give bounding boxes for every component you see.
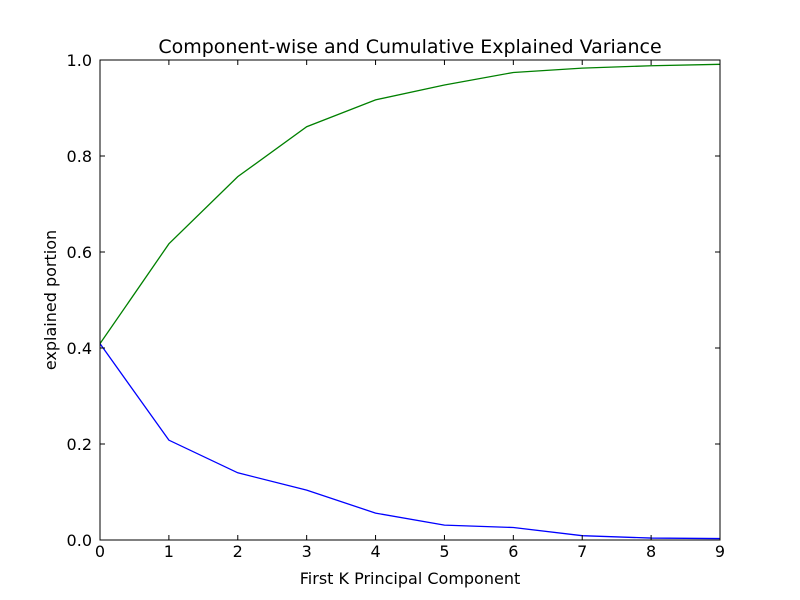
y-tick-label: 0.6 (67, 243, 92, 262)
x-tick-label: 9 (715, 542, 725, 561)
y-tick-label: 0.2 (67, 435, 92, 454)
x-tick-label: 0 (95, 542, 105, 561)
x-tick-label: 8 (646, 542, 656, 561)
x-tick-label: 2 (233, 542, 243, 561)
x-axis-label: First K Principal Component (300, 569, 521, 588)
y-tick-label: 0.8 (67, 147, 92, 166)
x-tick-label: 1 (164, 542, 174, 561)
series-line-2 (99, 63, 721, 345)
y-tick-label: 1.0 (67, 51, 92, 70)
x-tick-label: 4 (370, 542, 380, 561)
y-tick-label: 0.4 (67, 339, 92, 358)
y-axis-label: explained portion (41, 230, 60, 370)
x-tick-label: 7 (577, 542, 587, 561)
plot-frame (99, 59, 721, 541)
x-tick-label: 5 (439, 542, 449, 561)
series-layer (99, 63, 721, 540)
y-tick-label: 0.0 (67, 531, 92, 550)
x-tick-label: 3 (302, 542, 312, 561)
tick-layer: 0 1 2 3 4 5 6 7 8 9 0.0 0.2 0.4 0.6 0.8 1.0 (67, 51, 726, 561)
chart-title: Component-wise and Cumulative Explained … (158, 36, 661, 58)
x-tick-label: 6 (508, 542, 518, 561)
series-line-1 (99, 343, 721, 540)
